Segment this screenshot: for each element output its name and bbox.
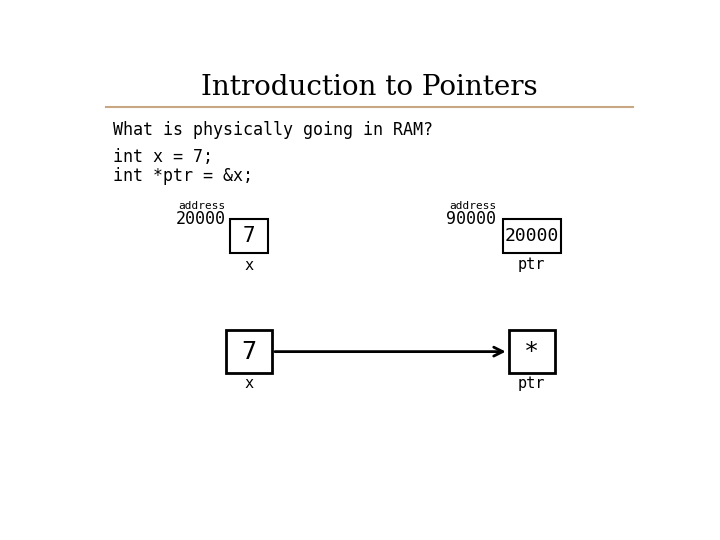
Text: int x = 7;: int x = 7;: [113, 148, 213, 166]
Text: *: *: [524, 340, 539, 363]
Text: 7: 7: [241, 340, 256, 363]
Text: 7: 7: [243, 226, 255, 246]
Text: ptr: ptr: [518, 376, 546, 391]
Text: 20000: 20000: [176, 210, 225, 228]
Bar: [230, 219, 269, 253]
Text: 90000: 90000: [446, 210, 497, 228]
Text: Introduction to Pointers: Introduction to Pointers: [201, 75, 537, 102]
Text: address: address: [179, 201, 225, 211]
Text: int *ptr = &x;: int *ptr = &x;: [113, 167, 253, 185]
Bar: [225, 330, 272, 373]
Text: 20000: 20000: [505, 227, 559, 245]
Text: x: x: [244, 258, 253, 273]
Bar: [508, 330, 555, 373]
Text: address: address: [449, 201, 497, 211]
Bar: [503, 219, 561, 253]
Text: What is physically going in RAM?: What is physically going in RAM?: [113, 122, 433, 139]
Text: x: x: [244, 376, 253, 391]
Text: ptr: ptr: [518, 258, 546, 273]
